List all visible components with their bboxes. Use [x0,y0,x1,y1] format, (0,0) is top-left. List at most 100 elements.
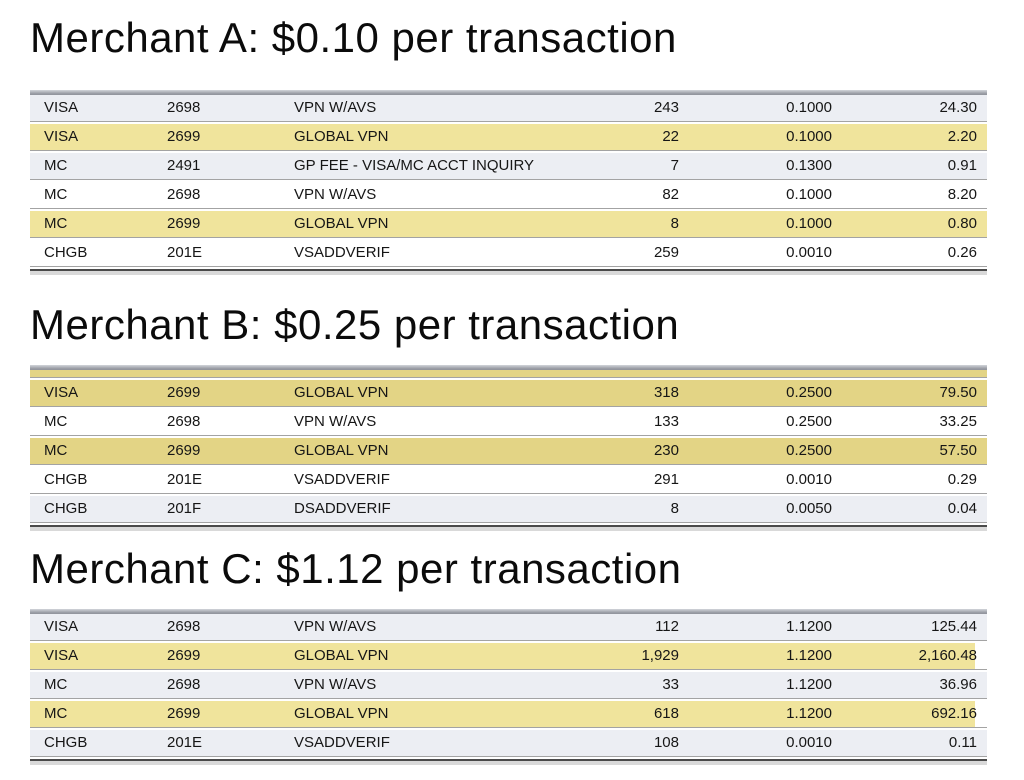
cell-fee-code: 2699 [167,442,201,459]
cell-amount: 24.30 [939,99,977,116]
table-row: VISA 2698 VPN W/AVS 112 1.1200 125.44 [30,614,987,641]
cell-rate: 0.2500 [786,442,832,459]
cell-card-brand: MC [44,186,68,203]
merchant-c-fee-table: VISA 2698 VPN W/AVS 112 1.1200 125.44 VISA 2699… [30,609,987,765]
cell-fee-code: 201E [167,471,203,488]
table-row: MC 2491 GP FEE - VISA/MC ACCT INQUIRY 7 0.13… [30,153,987,180]
partial-clipped-row [30,370,987,378]
table-row: VISA 2698 VPN W/AVS 243 0.1000 24.30 [30,95,987,122]
table-row: CHGB 201E VSADDVERIF 108 0.0010 0.11 [30,730,987,757]
cell-fee-description: GLOBAL VPN [294,128,389,145]
cell-fee-description: VPN W/AVS [294,618,377,635]
cell-fee-description: GP FEE - VISA/MC ACCT INQUIRY [294,157,535,174]
cell-fee-description: VPN W/AVS [294,676,377,693]
table-row: CHGB 201E VSADDVERIF 291 0.0010 0.29 [30,467,987,494]
cell-transaction-count: 108 [653,734,679,751]
cell-amount: 57.50 [939,442,977,459]
cell-transaction-count: 33 [662,676,679,693]
cell-amount: 8.20 [947,186,977,203]
merchant-a-title: Merchant A: $0.10 per transaction [30,14,677,61]
cell-fee-code: 2491 [167,157,201,174]
cell-rate: 1.1200 [786,647,832,664]
cell-rate: 1.1200 [786,618,832,635]
table-row: MC 2699 GLOBAL VPN 618 1.1200 692.16 [30,701,987,728]
cell-fee-description: GLOBAL VPN [294,705,389,722]
table-row: VISA 2699 GLOBAL VPN 22 0.1000 2.20 [30,124,987,151]
cell-card-brand: VISA [44,647,79,664]
cell-rate: 1.1200 [786,705,832,722]
cell-fee-code: 2699 [167,128,201,145]
cell-transaction-count: 291 [653,471,679,488]
cell-fee-description: GLOBAL VPN [294,647,389,664]
cell-fee-description: VSADDVERIF [294,471,390,488]
cell-card-brand: VISA [44,384,79,401]
cell-fee-description: DSADDVERIF [294,500,391,517]
table-row: VISA 2699 GLOBAL VPN 318 0.2500 79.50 [30,380,987,407]
cell-rate: 0.1000 [786,186,832,203]
cell-rate: 1.1200 [786,676,832,693]
cell-amount: 0.29 [947,471,977,488]
cell-rate: 0.1000 [786,215,832,232]
cell-transaction-count: 8 [670,500,679,517]
cell-fee-description: VPN W/AVS [294,413,377,430]
table-row: MC 2699 GLOBAL VPN 230 0.2500 57.50 [30,438,987,465]
table-row: CHGB 201E VSADDVERIF 259 0.0010 0.26 [30,240,987,267]
cell-amount: 125.44 [931,618,977,635]
cell-fee-code: 2698 [167,186,201,203]
merchant-c-title: Merchant C: $1.12 per transaction [30,545,682,592]
cell-transaction-count: 133 [653,413,679,430]
table-row: MC 2699 GLOBAL VPN 8 0.1000 0.80 [30,211,987,238]
table-row: MC 2698 VPN W/AVS 82 0.1000 8.20 [30,182,987,209]
cell-card-brand: MC [44,442,68,459]
cell-card-brand: CHGB [44,244,88,261]
cell-fee-description: VSADDVERIF [294,244,390,261]
cell-card-brand: MC [44,413,68,430]
table-row: MC 2698 VPN W/AVS 133 0.2500 33.25 [30,409,987,436]
cell-fee-description: VPN W/AVS [294,99,377,116]
cell-transaction-count: 22 [662,128,679,145]
cell-rate: 0.1300 [786,157,832,174]
table-body: VISA 2699 GLOBAL VPN 318 0.2500 79.50 MC 2698 VP… [30,370,987,523]
cell-amount: 0.91 [947,157,977,174]
table-body: VISA 2698 VPN W/AVS 243 0.1000 24.30 VISA 2699 G… [30,95,987,267]
cell-fee-code: 2699 [167,647,201,664]
cell-rate: 0.0010 [786,244,832,261]
cell-fee-description: VPN W/AVS [294,186,377,203]
cell-card-brand: VISA [44,99,79,116]
cell-fee-code: 2698 [167,413,201,430]
cell-card-brand: MC [44,157,68,174]
cell-fee-code: 2698 [167,99,201,116]
cell-rate: 0.1000 [786,128,832,145]
cell-fee-description: GLOBAL VPN [294,384,389,401]
table-row: VISA 2699 GLOBAL VPN 1,929 1.1200 2,160.48 [30,643,987,670]
cell-card-brand: MC [44,676,68,693]
cell-amount: 2.20 [947,128,977,145]
cell-amount: 33.25 [939,413,977,430]
cell-transaction-count: 8 [670,215,679,232]
cell-transaction-count: 7 [670,157,679,174]
merchant-b-title: Merchant B: $0.25 per transaction [30,301,680,348]
cell-card-brand: CHGB [44,500,88,517]
cell-transaction-count: 318 [653,384,679,401]
cell-fee-code: 2699 [167,215,201,232]
cell-transaction-count: 1,929 [641,647,679,664]
cell-amount: 0.80 [947,215,977,232]
cell-rate: 0.0010 [786,734,832,751]
cell-fee-code: 2698 [167,618,201,635]
table-bottom-border [30,269,987,275]
cell-fee-code: 2699 [167,384,201,401]
table-bottom-border [30,525,987,531]
table-row: MC 2698 VPN W/AVS 33 1.1200 36.96 [30,672,987,699]
table-row: CHGB 201F DSADDVERIF 8 0.0050 0.04 [30,496,987,523]
merchant-a-fee-table: VISA 2698 VPN W/AVS 243 0.1000 24.30 VISA 2699 G… [30,90,987,275]
cell-transaction-count: 112 [655,618,679,635]
table-top-border [30,90,987,95]
cell-amount: 692.16 [931,705,977,722]
cell-card-brand: MC [44,705,68,722]
cell-fee-code: 2699 [167,705,201,722]
cell-fee-description: GLOBAL VPN [294,442,389,459]
table-top-border [30,365,987,370]
cell-amount: 0.04 [947,500,977,517]
cell-card-brand: MC [44,215,68,232]
cell-amount: 0.11 [948,734,977,751]
